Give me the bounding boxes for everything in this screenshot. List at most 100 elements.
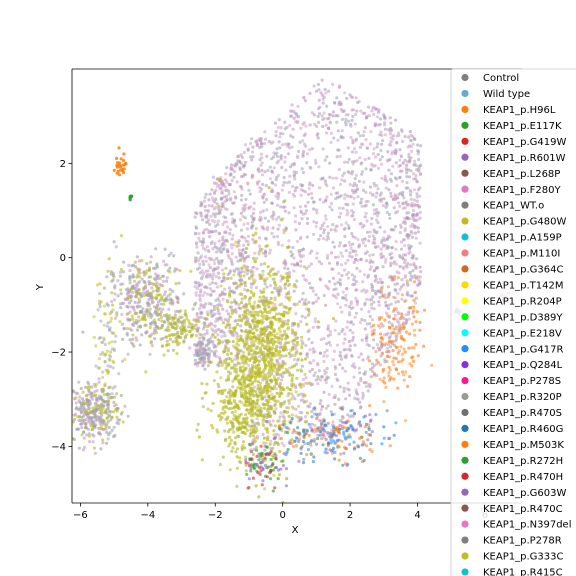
data-point bbox=[405, 181, 409, 185]
data-point bbox=[264, 419, 269, 424]
data-point bbox=[286, 292, 291, 296]
data-point bbox=[184, 314, 189, 318]
data-point bbox=[202, 262, 206, 267]
data-point bbox=[345, 208, 349, 212]
data-point bbox=[293, 397, 297, 401]
data-point bbox=[392, 377, 396, 381]
data-point bbox=[215, 246, 219, 250]
data-point bbox=[334, 191, 338, 195]
data-point bbox=[364, 116, 369, 120]
data-point bbox=[267, 360, 271, 364]
data-point bbox=[313, 319, 317, 324]
data-point bbox=[227, 286, 232, 290]
data-point bbox=[237, 248, 241, 252]
data-point bbox=[276, 340, 280, 344]
data-point bbox=[216, 285, 220, 289]
data-point bbox=[194, 281, 198, 285]
data-point bbox=[359, 376, 363, 380]
data-point bbox=[369, 265, 373, 269]
data-point bbox=[256, 182, 260, 186]
data-point bbox=[167, 253, 171, 258]
data-point bbox=[300, 297, 304, 301]
data-point bbox=[210, 309, 214, 313]
data-point bbox=[409, 294, 413, 298]
data-point bbox=[271, 387, 275, 391]
data-point bbox=[303, 372, 307, 376]
data-point bbox=[281, 463, 285, 468]
data-point bbox=[368, 114, 372, 118]
data-point bbox=[244, 311, 248, 315]
data-point bbox=[235, 427, 239, 431]
data-point bbox=[283, 266, 287, 270]
data-point bbox=[313, 350, 317, 354]
data-point bbox=[156, 303, 160, 307]
data-point bbox=[223, 195, 227, 199]
data-point bbox=[314, 378, 318, 382]
data-point bbox=[213, 335, 217, 339]
data-point bbox=[242, 403, 246, 407]
data-point bbox=[306, 200, 310, 204]
data-point bbox=[310, 111, 314, 115]
data-point bbox=[398, 255, 402, 259]
data-point bbox=[253, 251, 257, 255]
data-point bbox=[355, 188, 359, 192]
data-point bbox=[352, 411, 356, 416]
data-point bbox=[306, 330, 310, 334]
data-point bbox=[324, 198, 328, 202]
data-point bbox=[247, 299, 251, 303]
data-point bbox=[258, 137, 262, 141]
data-point bbox=[260, 173, 265, 177]
data-point bbox=[379, 289, 383, 293]
data-point bbox=[244, 197, 248, 201]
data-point bbox=[297, 221, 302, 226]
data-point bbox=[115, 415, 119, 419]
data-point bbox=[326, 326, 330, 330]
data-point bbox=[283, 120, 287, 124]
data-point bbox=[87, 411, 91, 415]
data-point bbox=[275, 441, 279, 445]
data-point bbox=[287, 190, 291, 194]
data-point bbox=[299, 320, 303, 324]
data-point bbox=[253, 356, 257, 360]
data-point bbox=[341, 366, 345, 370]
data-point bbox=[375, 207, 379, 212]
data-point bbox=[331, 110, 335, 114]
data-point bbox=[256, 471, 260, 475]
data-point bbox=[310, 428, 314, 432]
data-point bbox=[327, 392, 331, 396]
data-point bbox=[284, 228, 288, 232]
data-point bbox=[255, 428, 259, 432]
data-point bbox=[395, 184, 399, 188]
data-point bbox=[237, 434, 241, 439]
data-point bbox=[204, 192, 208, 196]
data-point bbox=[231, 446, 235, 450]
data-point bbox=[278, 449, 282, 453]
data-point bbox=[144, 330, 148, 335]
data-point bbox=[230, 311, 234, 315]
data-point bbox=[243, 382, 247, 386]
data-point bbox=[271, 210, 275, 214]
data-point bbox=[387, 320, 391, 324]
data-point bbox=[110, 415, 114, 419]
data-point bbox=[253, 376, 257, 380]
data-point bbox=[317, 237, 321, 241]
data-point bbox=[412, 328, 416, 332]
data-point bbox=[377, 108, 381, 112]
data-point bbox=[208, 282, 212, 286]
data-point bbox=[161, 307, 165, 311]
data-point bbox=[141, 307, 145, 311]
data-point bbox=[412, 172, 416, 176]
data-point bbox=[231, 201, 235, 205]
data-point bbox=[128, 276, 132, 280]
data-point bbox=[87, 432, 91, 436]
data-point bbox=[388, 368, 392, 372]
data-point bbox=[254, 436, 258, 440]
data-point bbox=[203, 332, 207, 336]
data-point bbox=[415, 310, 419, 314]
data-point bbox=[254, 448, 259, 452]
data-point bbox=[160, 326, 164, 330]
data-point bbox=[222, 272, 226, 276]
data-point bbox=[238, 369, 243, 373]
data-point bbox=[291, 135, 295, 139]
data-point bbox=[304, 144, 308, 148]
